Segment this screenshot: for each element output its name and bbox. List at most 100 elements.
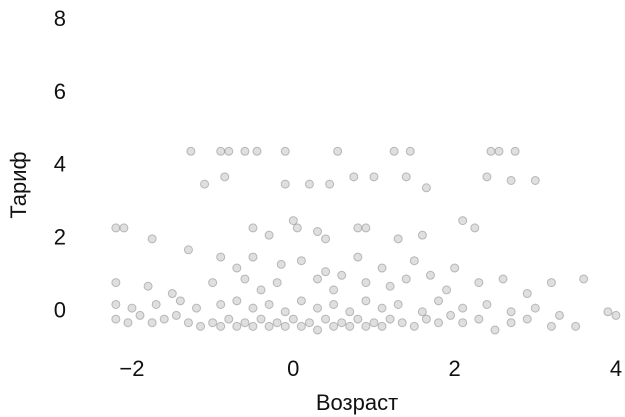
point: [183, 245, 193, 255]
point: [389, 146, 399, 156]
point: [313, 325, 322, 335]
point: [434, 318, 443, 328]
point: [183, 318, 193, 328]
point: [321, 314, 331, 324]
point: [353, 223, 363, 233]
point: [321, 234, 331, 244]
point: [296, 256, 306, 266]
point: [208, 278, 218, 288]
point: [385, 281, 395, 291]
point: [361, 321, 371, 331]
point: [256, 314, 266, 324]
point: [401, 172, 411, 182]
point: [377, 263, 387, 273]
point: [401, 274, 411, 284]
point: [349, 172, 359, 182]
point: [119, 223, 129, 233]
point: [486, 146, 496, 156]
point: [546, 278, 556, 288]
point: [248, 303, 258, 313]
point: [147, 318, 157, 328]
point: [280, 146, 290, 156]
point: [296, 321, 306, 331]
point: [474, 278, 484, 288]
point: [240, 274, 250, 284]
point: [111, 314, 121, 324]
point: [530, 303, 540, 313]
point: [288, 216, 298, 226]
point: [442, 285, 452, 295]
point: [353, 252, 363, 262]
point: [135, 310, 145, 320]
point: [385, 314, 395, 324]
y-axis-label: Тариф: [6, 151, 31, 218]
point: [175, 296, 185, 306]
point: [171, 310, 181, 320]
point: [603, 307, 613, 317]
point: [361, 223, 371, 233]
point: [192, 303, 201, 313]
point: [579, 274, 589, 284]
point: [313, 303, 322, 313]
point: [200, 179, 210, 189]
point: [280, 307, 290, 317]
point: [296, 296, 306, 306]
point: [240, 146, 250, 156]
point: [530, 175, 540, 185]
point: [264, 230, 274, 240]
point: [482, 172, 492, 182]
y-tick-label: 6: [54, 79, 66, 104]
point: [522, 314, 532, 324]
point: [186, 146, 196, 156]
point: [421, 183, 431, 193]
point: [216, 146, 226, 156]
point: [393, 234, 403, 244]
point: [377, 303, 387, 313]
point: [555, 310, 564, 320]
point: [220, 172, 230, 182]
point: [232, 263, 242, 273]
point: [280, 179, 290, 189]
point: [196, 321, 206, 331]
point: [425, 270, 435, 280]
x-tick-label: 2: [449, 356, 461, 381]
point: [434, 296, 443, 306]
point: [377, 321, 387, 331]
point: [167, 289, 177, 299]
point: [151, 299, 161, 309]
point: [304, 318, 314, 328]
y-tick-label: 0: [54, 298, 66, 323]
point: [304, 179, 314, 189]
point: [409, 256, 419, 266]
point: [571, 321, 581, 331]
point: [276, 259, 286, 269]
point: [546, 321, 556, 331]
point: [321, 267, 331, 277]
point: [280, 321, 290, 331]
point: [470, 223, 480, 233]
point: [490, 325, 500, 335]
point: [333, 146, 343, 156]
point: [216, 299, 226, 309]
point: [111, 299, 121, 309]
point: [458, 318, 468, 328]
point: [224, 314, 234, 324]
point: [450, 263, 460, 273]
point: [417, 307, 427, 317]
point: [498, 274, 508, 284]
point: [329, 321, 339, 331]
point: [248, 321, 258, 331]
x-tick-label: −2: [119, 356, 144, 381]
point: [421, 314, 431, 324]
y-tick-label: 2: [54, 225, 66, 250]
point: [506, 307, 516, 317]
point: [123, 318, 133, 328]
point: [522, 289, 532, 299]
point: [232, 296, 242, 306]
point: [482, 299, 492, 309]
point: [361, 278, 371, 288]
point: [292, 223, 302, 233]
point: [417, 230, 427, 240]
point: [397, 318, 407, 328]
